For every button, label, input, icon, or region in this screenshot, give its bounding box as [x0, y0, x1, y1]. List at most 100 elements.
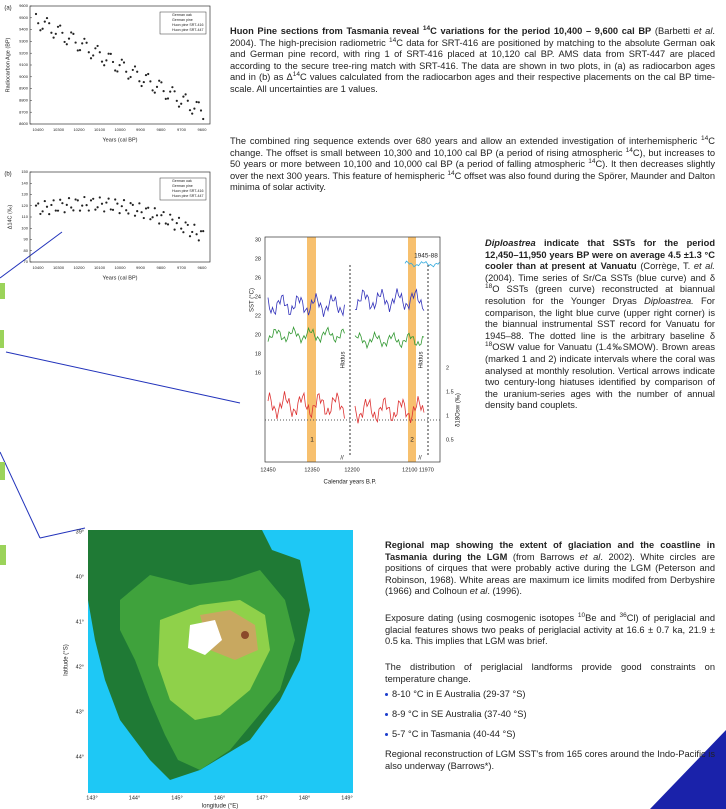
bullet-text: 5-7 °C in Tasmania (40-44 °S)	[392, 729, 516, 739]
point	[200, 230, 202, 232]
text-run: et al	[470, 586, 488, 596]
text-run: Diploastrea	[485, 238, 536, 248]
x-tick-label: 145°	[171, 795, 182, 801]
peak	[241, 631, 249, 639]
legend-entry: German pine	[172, 18, 193, 22]
point	[156, 214, 158, 216]
point	[169, 214, 171, 216]
y-tick-label: 22	[255, 313, 261, 319]
point	[48, 213, 50, 215]
x-tick-label: 9900	[136, 127, 146, 132]
text-run: C values calculated from the radiocarbon…	[230, 72, 715, 94]
x-tick-label: 9600	[198, 265, 208, 270]
point	[147, 207, 149, 209]
point	[94, 209, 96, 211]
point	[125, 71, 127, 73]
x-tick-label: 10300	[53, 127, 65, 132]
x-tick-label: 10100	[94, 265, 106, 270]
point	[70, 31, 72, 33]
point	[68, 197, 70, 199]
point	[103, 64, 105, 66]
point	[154, 92, 156, 94]
x-tick-label: 147°	[256, 795, 267, 801]
y-tick-label: 9400	[19, 27, 29, 32]
point	[42, 210, 44, 212]
y-tick-label: 8900	[19, 86, 29, 91]
point	[163, 211, 165, 213]
x-tick-label: 149°	[341, 795, 352, 801]
y-tick-label: 44°	[76, 754, 84, 760]
y-tick-label: 9100	[19, 62, 29, 67]
connector	[0, 452, 40, 538]
bullet-text: 8-9 °C in SE Australia (37-40 °S)	[392, 709, 527, 719]
x-tick-label: 12350	[304, 467, 319, 473]
text-run: et al.	[694, 261, 715, 271]
x-tick-label: 10300	[53, 265, 65, 270]
point	[92, 54, 94, 56]
side-tab	[0, 283, 5, 299]
point	[189, 235, 191, 237]
point	[143, 81, 145, 83]
point	[134, 215, 136, 217]
point	[174, 229, 176, 231]
text-run: (Corrège, T.	[637, 261, 694, 271]
x-tick-label: 10000	[114, 265, 126, 270]
text-run: Huon Pine sections from Tasmania reveal	[230, 26, 423, 36]
point	[167, 97, 169, 99]
point	[75, 41, 77, 43]
point	[37, 22, 39, 24]
point	[169, 91, 171, 93]
point	[44, 21, 46, 23]
point	[147, 73, 149, 75]
point	[46, 206, 48, 208]
point	[90, 57, 92, 59]
point	[171, 218, 173, 220]
point	[53, 37, 55, 39]
point	[196, 101, 198, 103]
text-run: Be and	[585, 613, 619, 623]
point	[193, 224, 195, 226]
legend-entry: German oak	[172, 13, 192, 17]
point	[92, 198, 94, 200]
point	[119, 64, 121, 66]
x-axis-label: Years (cal BP)	[103, 275, 138, 281]
point	[121, 205, 123, 207]
point	[42, 28, 44, 30]
paragraph: Regional reconstruction of LGM SST's fro…	[385, 749, 715, 772]
point	[108, 198, 110, 200]
hiatus-label: Hiatus	[419, 351, 425, 368]
point	[202, 118, 204, 120]
point	[198, 239, 200, 241]
point	[105, 201, 107, 203]
point	[138, 80, 140, 82]
point	[191, 231, 193, 233]
point	[123, 199, 125, 201]
point	[196, 233, 198, 235]
y2-tick-label: 1.5	[446, 389, 454, 395]
text-run: et al	[694, 26, 713, 36]
point	[149, 80, 151, 82]
brown-area	[307, 237, 316, 462]
bullet: 8-9 °C in SE Australia (37-40 °S)	[385, 709, 527, 719]
point	[50, 32, 52, 34]
point	[158, 222, 160, 224]
x-tick-label: 10400	[32, 265, 44, 270]
point	[127, 78, 129, 80]
point	[77, 199, 79, 201]
text-run: Diploastrea.	[644, 296, 694, 306]
x-axis-label: longitude (°E)	[202, 804, 238, 809]
text-run: 14	[626, 147, 633, 154]
point	[180, 103, 182, 105]
point	[48, 22, 50, 24]
x-tick-label: 9600	[198, 127, 208, 132]
text-run: (2004). Time series of Sr/Ca SSTs (blue …	[485, 273, 715, 283]
point	[187, 224, 189, 226]
point	[174, 90, 176, 92]
point	[123, 61, 125, 63]
point	[182, 231, 184, 233]
point	[116, 70, 118, 72]
point	[83, 38, 85, 40]
text-run: 14	[447, 170, 454, 177]
text-run: The distribution of periglacial landform…	[385, 662, 715, 684]
point	[136, 71, 138, 73]
